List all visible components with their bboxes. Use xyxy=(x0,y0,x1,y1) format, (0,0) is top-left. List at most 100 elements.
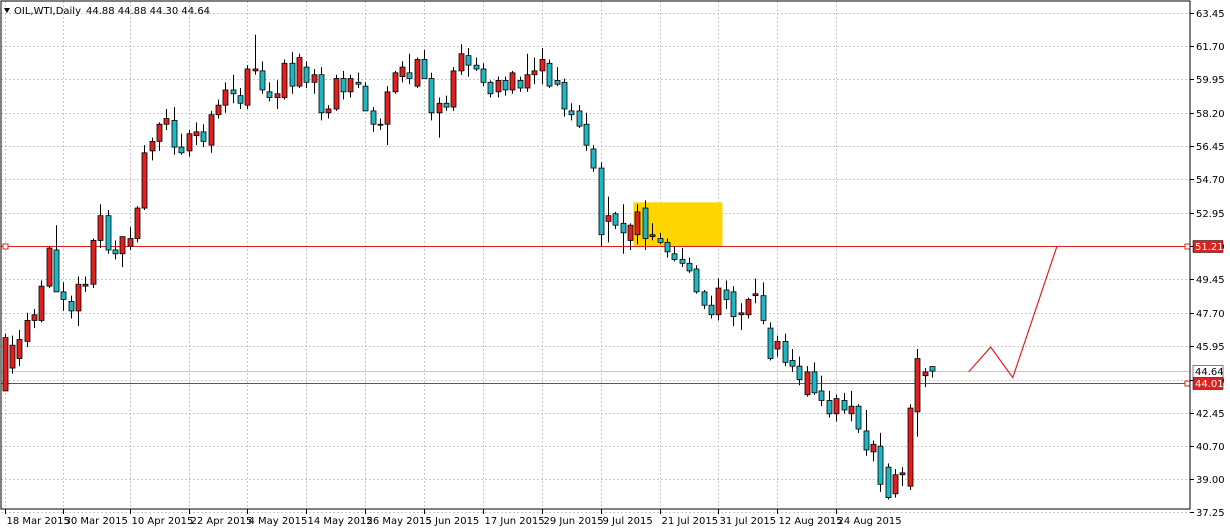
candle xyxy=(421,49,428,79)
plot-border xyxy=(0,0,1191,510)
candle-body xyxy=(605,215,612,222)
candle xyxy=(657,232,664,245)
x-tick-label: 24 Aug 2015 xyxy=(838,516,902,527)
level-handle-right[interactable] xyxy=(1184,243,1191,250)
candle xyxy=(848,390,855,422)
candle xyxy=(399,61,406,83)
candle-body xyxy=(708,304,715,316)
candle xyxy=(877,432,884,492)
candle xyxy=(576,105,583,129)
candle xyxy=(480,63,487,87)
candle-body xyxy=(75,283,82,312)
candle-body xyxy=(583,123,590,146)
candle xyxy=(134,206,141,243)
candle-body xyxy=(495,80,502,93)
candle xyxy=(554,67,561,87)
candle xyxy=(708,295,715,319)
candle xyxy=(53,225,60,293)
y-tick-label: 45.95 xyxy=(1196,342,1225,353)
candle xyxy=(46,246,53,289)
candle xyxy=(899,467,906,487)
y-tick-label: 37.25 xyxy=(1196,508,1225,519)
candle-body xyxy=(554,80,561,85)
candle-body xyxy=(539,59,546,72)
candle xyxy=(200,124,207,148)
x-tick-label: 4 May 2015 xyxy=(249,516,308,527)
candle-body xyxy=(274,93,281,98)
candle xyxy=(524,53,531,92)
candle-body xyxy=(752,293,759,297)
candle-body xyxy=(745,299,752,316)
candle-body xyxy=(796,365,803,380)
candle xyxy=(738,303,745,330)
candle xyxy=(502,76,509,96)
candle-body xyxy=(414,59,421,87)
candle xyxy=(892,469,899,498)
candle-body xyxy=(2,337,9,392)
candle xyxy=(723,280,730,310)
candle xyxy=(244,65,251,109)
candle-body xyxy=(922,371,929,377)
level-price-tag-label: 44.01 xyxy=(1195,379,1224,390)
candle-body xyxy=(671,253,678,260)
candle xyxy=(377,118,384,130)
y-tick-label: 47.70 xyxy=(1196,309,1225,320)
level-handle-right[interactable] xyxy=(1184,380,1191,387)
candle xyxy=(24,312,31,348)
candle-body xyxy=(826,400,833,415)
candle xyxy=(311,68,318,94)
candle xyxy=(9,335,16,374)
candle-body xyxy=(443,102,450,108)
candle-body xyxy=(362,85,369,112)
candle xyxy=(495,76,502,98)
candle-body xyxy=(590,148,597,169)
y-tick-label: 40.70 xyxy=(1196,442,1225,453)
candle xyxy=(590,145,597,172)
candle xyxy=(436,97,443,138)
projection-line xyxy=(968,246,1058,379)
candle-body xyxy=(296,57,303,87)
candle-body xyxy=(384,91,391,125)
candle xyxy=(598,162,605,247)
candle-body xyxy=(377,123,384,126)
level-price-tag-bg xyxy=(1192,240,1224,253)
candle-body xyxy=(833,398,840,415)
current-price-tag-bg xyxy=(1192,365,1224,378)
x-tick-label: 5 Jun 2015 xyxy=(426,516,480,527)
candle-body xyxy=(899,472,906,476)
candle xyxy=(826,390,833,418)
candle-body xyxy=(141,152,148,209)
x-tick-label: 10 Apr 2015 xyxy=(132,516,194,527)
candle xyxy=(789,349,796,372)
candle xyxy=(178,133,185,155)
candle-body xyxy=(885,466,892,499)
candle-body xyxy=(612,213,619,226)
candle-body xyxy=(163,118,170,125)
candle xyxy=(406,53,413,85)
candle-body xyxy=(31,314,38,321)
candle-body xyxy=(119,236,126,255)
candle xyxy=(281,59,288,100)
candle xyxy=(664,238,671,258)
y-tick-label: 52.95 xyxy=(1196,209,1225,220)
candle-body xyxy=(208,114,215,146)
candle-body xyxy=(60,291,67,300)
grid xyxy=(1,1,1190,513)
candle-body xyxy=(53,249,60,293)
candle-body xyxy=(127,238,134,247)
candle xyxy=(745,297,752,319)
candle-body xyxy=(568,110,575,116)
candle xyxy=(517,76,524,92)
candle xyxy=(274,80,281,109)
candle-body xyxy=(892,474,899,495)
level-handle-left[interactable] xyxy=(2,243,9,250)
candle xyxy=(171,107,178,155)
candle xyxy=(90,238,97,289)
candle xyxy=(546,59,553,89)
candle-body xyxy=(524,74,531,89)
candle xyxy=(156,122,163,151)
dropdown-arrow-icon[interactable] xyxy=(4,8,10,13)
